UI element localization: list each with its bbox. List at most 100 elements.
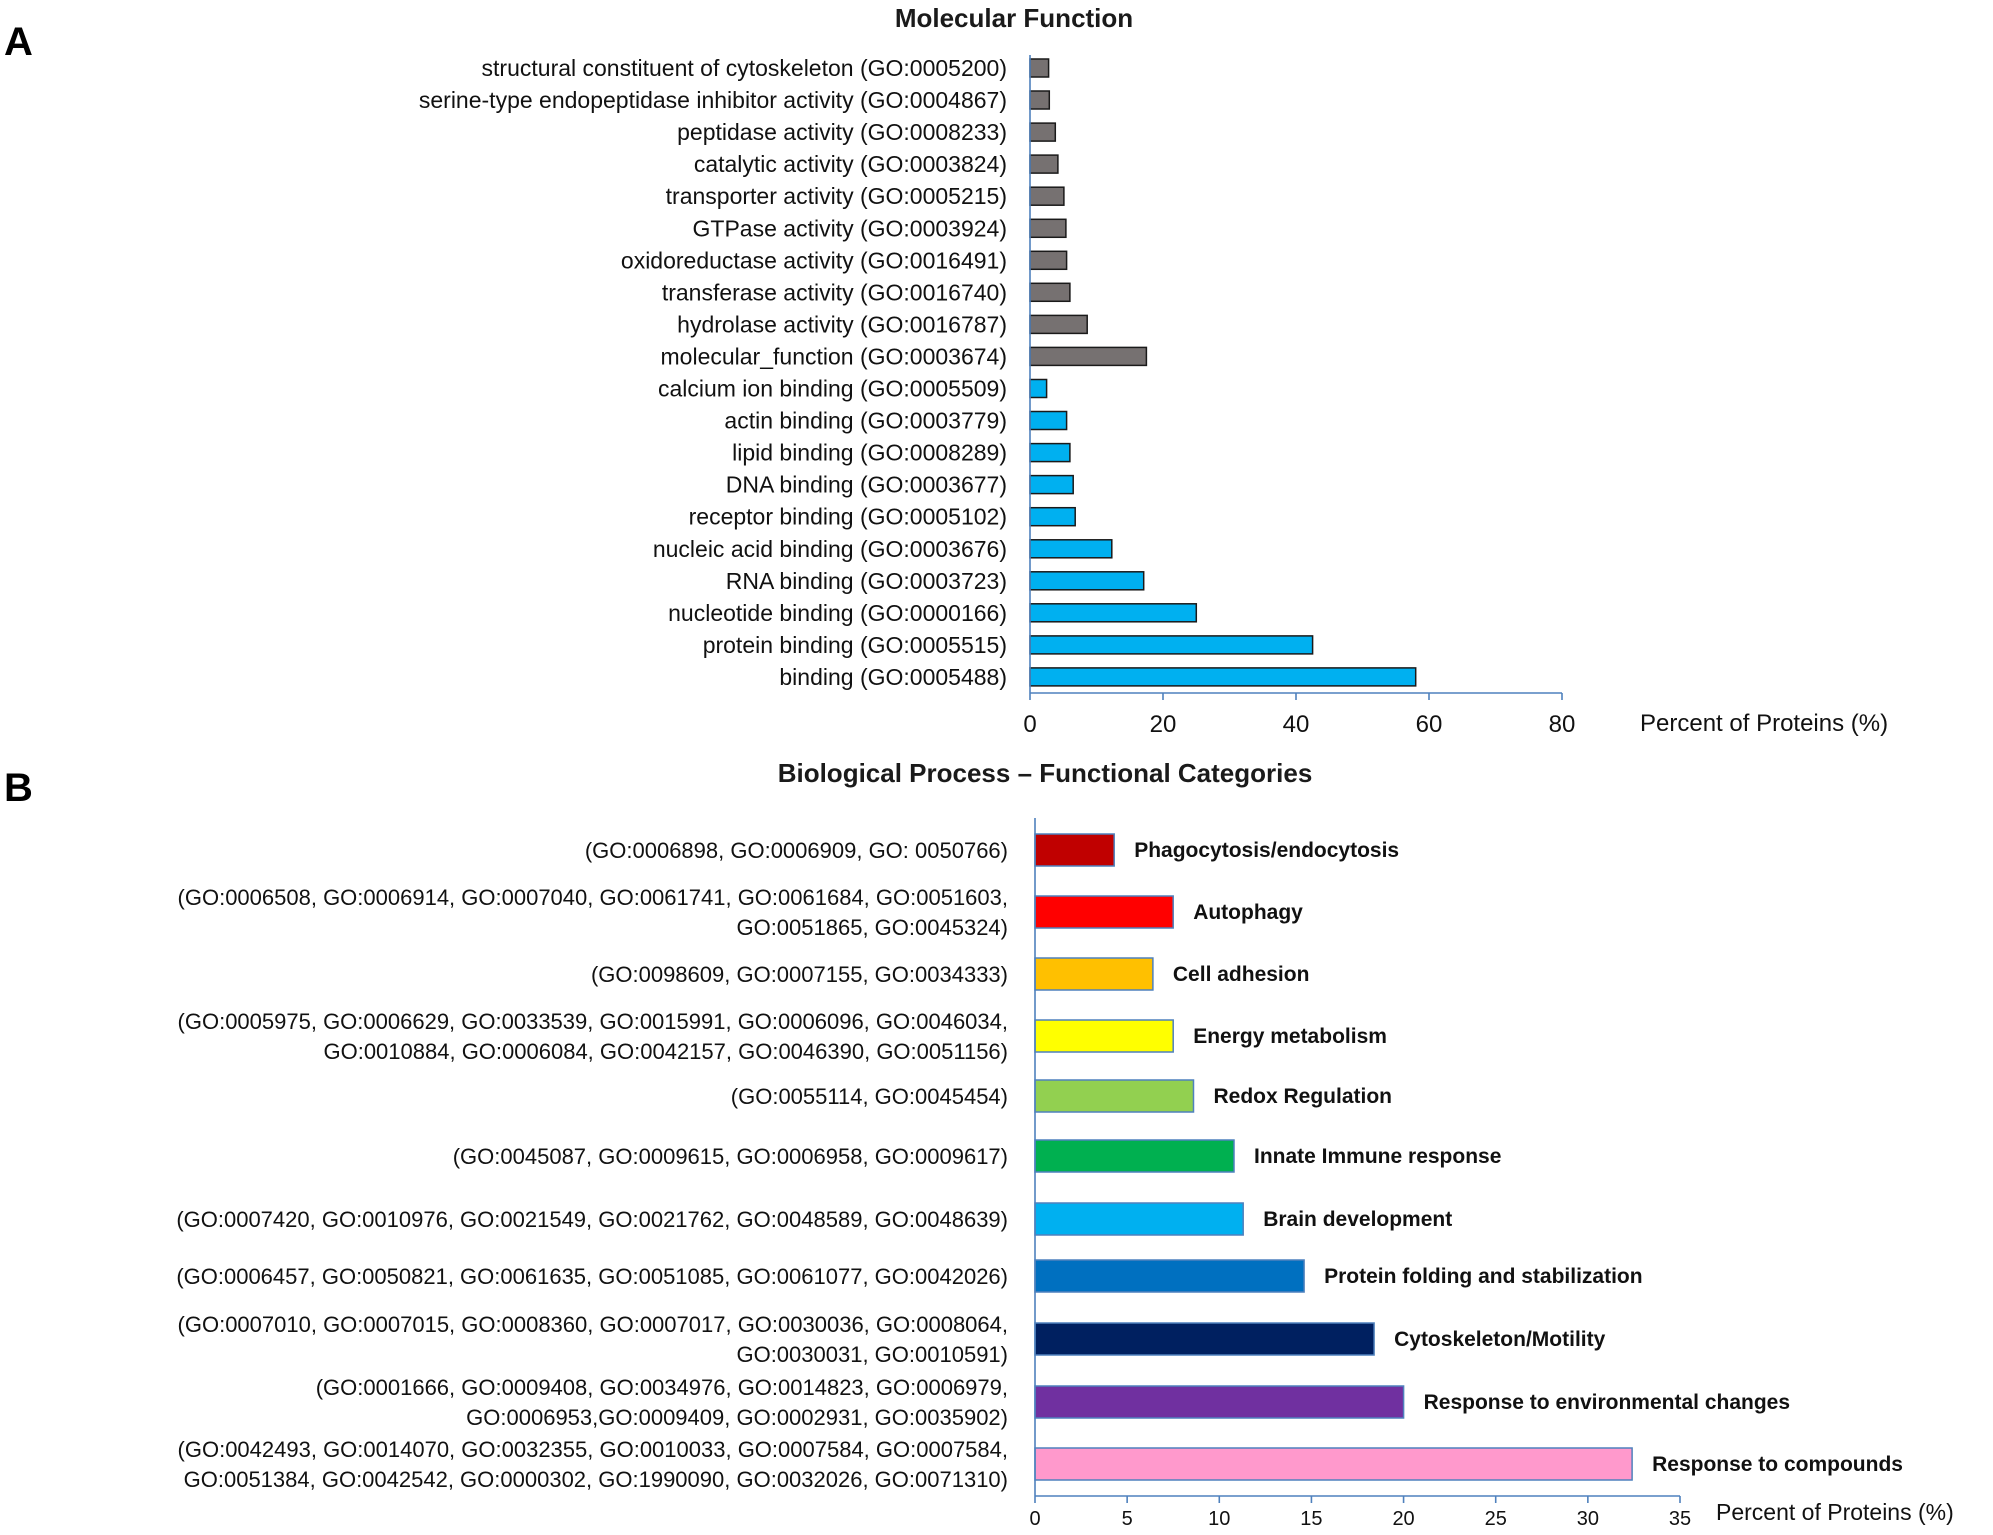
chart-a-category-label: lipid binding (GO:0008289) [732,440,1007,466]
panel-a-molecular-function: A Molecular Function structural constitu… [4,3,1888,738]
chart-a-category-label: catalytic activity (GO:0003824) [694,151,1007,177]
chart-a-bar [1029,58,1050,78]
chart-b-bar [1034,1322,1375,1356]
chart-b-tick-label: 35 [1669,1508,1691,1530]
chart-a-tick-label: 40 [1283,711,1310,738]
chart-b-bar-label: Autophagy [1193,901,1303,924]
chart-b-go-label: GO:0051384, GO:0042542, GO:0000302, GO:1… [184,1467,1008,1492]
chart-a-category-label: transferase activity (GO:0016740) [662,279,1007,305]
chart-a-bar [1029,539,1113,559]
chart-b-bar [1034,1259,1305,1293]
chart-b-go-label: GO:0030031, GO:0010591) [736,1342,1008,1367]
chart-b-tick-label: 10 [1208,1508,1230,1530]
chart-b-bar-label: Redox Regulation [1214,1085,1393,1108]
chart-a-bar [1029,186,1065,206]
chart-a-tick-label: 0 [1023,711,1036,738]
chart-b-tick-label: 5 [1122,1508,1133,1530]
chart-b-tick-label: 20 [1392,1508,1414,1530]
chart-b-bar-label: Cytoskeleton/Motility [1394,1328,1606,1351]
chart-a-bar [1029,154,1059,174]
chart-a-tick-label: 80 [1549,711,1576,738]
chart-b-bar-labels: Phagocytosis/endocytosis Autophagy Cell ad… [1134,839,1903,1476]
chart-b-go-labels: (GO:0006898, GO:0006909, GO: 0050766) (GO… [176,838,1008,1492]
chart-a-bar [1029,474,1074,495]
chart-a-bar [1029,410,1068,431]
chart-a-category-label: peptidase activity (GO:0008233) [677,119,1007,145]
chart-b-bar-label: Cell adhesion [1173,963,1310,986]
chart-a-bar [1029,282,1071,303]
panel-b-biological-process: B Biological Process – Functional Catego… [4,758,1954,1530]
chart-a-x-ticks: 0 20 40 60 80 [1023,693,1575,738]
chart-b-bar-label: Energy metabolism [1193,1025,1387,1048]
chart-a-tick-label: 20 [1150,711,1177,738]
chart-a-category-label: protein binding (GO:0005515) [703,632,1007,658]
chart-b-go-label: (GO:0005975, GO:0006629, GO:0033539, GO:… [178,1009,1008,1034]
chart-b-tick-label: 15 [1300,1508,1322,1530]
chart-a-bar [1029,90,1051,110]
chart-b-bar [1034,1385,1405,1419]
chart-b-bar [1034,833,1115,867]
chart-b-bar [1034,1202,1244,1236]
chart-a-bar [1029,603,1198,623]
chart-b-bar [1034,1447,1633,1481]
chart-b-bar-label: Brain development [1263,1208,1452,1231]
chart-a-category-label: oxidoreductase activity (GO:0016491) [621,247,1007,273]
chart-a-bars [1029,58,1417,687]
chart-a-category-label: molecular_function (GO:0003674) [661,343,1007,369]
chart-a-bar [1029,250,1068,271]
chart-b-go-label: (GO:0006898, GO:0006909, GO: 0050766) [585,838,1008,863]
chart-a-bar [1029,442,1071,463]
chart-a-bar [1029,218,1067,239]
chart-a-category-label: RNA binding (GO:0003723) [726,568,1007,594]
chart-a-bar [1029,667,1417,687]
chart-b-bar-label: Innate Immune response [1254,1145,1501,1168]
chart-a-category-label: calcium ion binding (GO:0005509) [658,376,1007,402]
chart-a-category-label: GTPase activity (GO:0003924) [693,215,1007,241]
chart-a-category-label: nucleic acid binding (GO:0003676) [653,536,1007,562]
chart-b-x-axis-title: Percent of Proteins (%) [1716,1499,1954,1525]
panel-b-letter: B [4,766,33,810]
chart-a-bar [1029,635,1314,655]
chart-b-go-label: (GO:0001666, GO:0009408, GO:0034976, GO:… [316,1375,1008,1400]
chart-b-go-label: GO:0006953,GO:0009409, GO:0002931, GO:00… [466,1405,1008,1430]
chart-b-go-label: GO:0010884, GO:0006084, GO:0042157, GO:0… [323,1039,1008,1064]
chart-a-category-label: nucleotide binding (GO:0000166) [668,600,1007,626]
chart-b-bar [1034,957,1154,991]
chart-b-title: Biological Process – Functional Categori… [778,758,1313,788]
chart-b-go-label: (GO:0007010, GO:0007015, GO:0008360, GO:… [178,1312,1008,1337]
chart-a-category-label: actin binding (GO:0003779) [724,408,1007,434]
chart-a-tick-label: 60 [1416,711,1443,738]
chart-b-bar-label: Response to compounds [1652,1453,1903,1476]
chart-a-bar [1029,506,1076,527]
chart-b-go-label: (GO:0045087, GO:0009615, GO:0006958, GO:… [453,1144,1008,1169]
chart-b-tick-label: 30 [1577,1508,1599,1530]
chart-a-category-label: transporter activity (GO:0005215) [666,183,1007,209]
chart-a-category-label: DNA binding (GO:0003677) [726,472,1007,498]
chart-b-bar-label: Phagocytosis/endocytosis [1134,839,1399,862]
chart-a-bar [1029,122,1057,142]
chart-a-title: Molecular Function [895,3,1133,33]
chart-b-go-label: (GO:0007420, GO:0010976, GO:0021549, GO:… [176,1207,1008,1232]
chart-b-bar-label: Response to environmental changes [1424,1391,1790,1414]
chart-a-category-label: binding (GO:0005488) [779,664,1007,690]
chart-a-bar [1029,346,1148,367]
chart-a-x-axis-title: Percent of Proteins (%) [1640,710,1888,737]
chart-a-category-labels: structural constituent of cytoskeleton (… [419,55,1007,690]
chart-b-bar [1034,1019,1174,1053]
chart-a-bar [1029,378,1048,399]
chart-a-bar [1029,314,1088,335]
chart-b-bar [1034,1079,1195,1113]
chart-b-bar-label: Protein folding and stabilization [1324,1265,1643,1288]
chart-b-go-label: (GO:0042493, GO:0014070, GO:0032355, GO:… [178,1437,1008,1462]
chart-a-category-label: hydrolase activity (GO:0016787) [677,311,1007,337]
chart-a-category-label: structural constituent of cytoskeleton (… [482,55,1007,81]
chart-b-x-ticks: 0 5 10 15 20 25 30 35 [1029,1496,1691,1530]
chart-b-go-label: GO:0051865, GO:0045324) [736,915,1008,940]
chart-b-go-label: (GO:0006508, GO:0006914, GO:0007040, GO:… [178,885,1008,910]
chart-b-bar [1034,1139,1235,1173]
chart-a-category-label: serine-type endopeptidase inhibitor acti… [419,87,1007,113]
chart-b-go-label: (GO:0055114, GO:0045454) [731,1084,1008,1109]
chart-b-go-label: (GO:0006457, GO:0050821, GO:0061635, GO:… [176,1264,1008,1289]
panel-a-letter: A [4,20,33,64]
